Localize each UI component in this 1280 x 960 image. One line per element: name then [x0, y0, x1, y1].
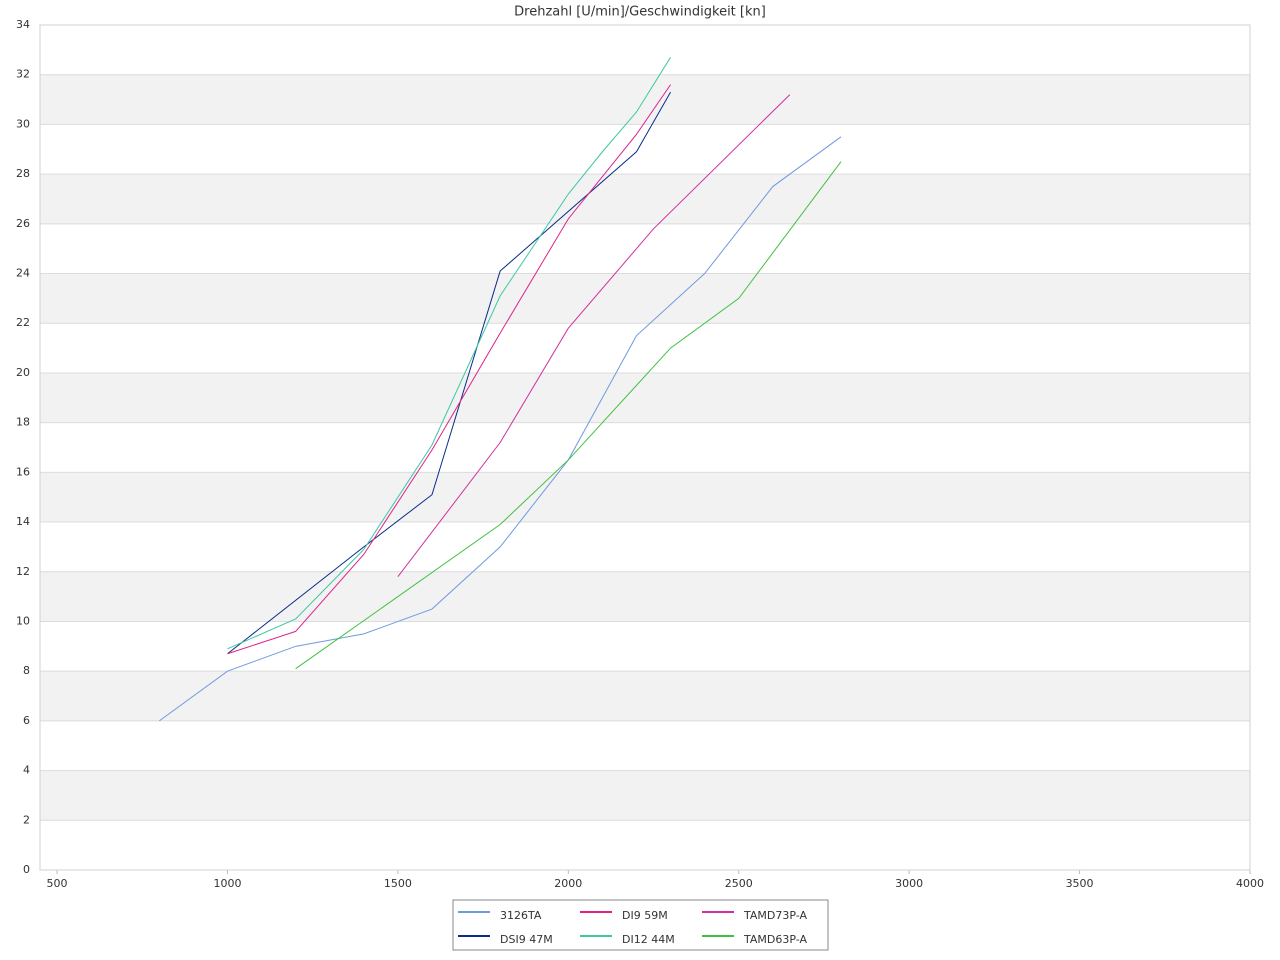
x-tick-label: 2500: [725, 877, 753, 890]
y-tick-label: 4: [23, 764, 30, 777]
x-tick-label: 3000: [895, 877, 923, 890]
y-tick-label: 30: [16, 117, 30, 130]
legend-box: [452, 899, 829, 951]
legend-label: TAMD73P-A: [743, 909, 807, 922]
grid-band: [40, 472, 1250, 523]
legend-label: DI12 44M: [622, 933, 675, 946]
y-tick-label: 12: [16, 565, 30, 578]
x-tick-label: 4000: [1236, 877, 1264, 890]
grid-band: [40, 273, 1250, 324]
grid-band: [40, 174, 1250, 224]
y-tick-label: 28: [16, 167, 30, 180]
grid-band: [40, 770, 1250, 821]
grid-band: [40, 571, 1250, 622]
series-line: [295, 161, 842, 670]
series-line: [397, 94, 791, 578]
y-tick-label: 16: [16, 465, 30, 478]
y-tick-label: 6: [23, 714, 30, 727]
series-line: [227, 57, 671, 650]
legend-label: DSI9 47M: [500, 933, 553, 946]
x-tick-label: 500: [47, 877, 68, 890]
y-tick-label: 26: [16, 217, 30, 230]
x-tick-label: 2000: [554, 877, 582, 890]
series-line: [227, 84, 671, 655]
plot-frame: [39, 24, 1251, 871]
grid-band: [40, 372, 1250, 423]
y-tick-label: 18: [16, 416, 30, 429]
series-line: [159, 136, 842, 722]
legend-label: DI9 59M: [622, 909, 668, 922]
y-tick-label: 20: [16, 366, 30, 379]
y-tick-label: 32: [16, 68, 30, 81]
grid-band: [40, 671, 1250, 721]
y-tick-label: 8: [23, 664, 30, 677]
y-tick-label: 10: [16, 614, 30, 627]
y-tick-label: 0: [23, 863, 30, 876]
y-tick-label: 34: [16, 18, 30, 31]
y-tick-label: 2: [23, 813, 30, 826]
legend-label: 3126TA: [500, 909, 542, 922]
grid-band: [40, 74, 1250, 125]
y-tick-label: 22: [16, 316, 30, 329]
legend: 3126TA DSI9 47M DI9 59M DI12 44M TAMD73P-A TA…: [452, 899, 829, 951]
chart-title: Drehzahl [U/min]/Geschwindigkeit [kn]: [514, 5, 766, 20]
y-tick-label: 24: [16, 267, 30, 280]
legend-label: TAMD63P-A: [743, 933, 807, 946]
y-tick-label: 14: [16, 515, 30, 528]
x-tick-label: 1000: [213, 877, 241, 890]
x-tick-label: 3500: [1066, 877, 1094, 890]
x-tick-label: 1500: [384, 877, 412, 890]
series-line: [227, 91, 671, 655]
